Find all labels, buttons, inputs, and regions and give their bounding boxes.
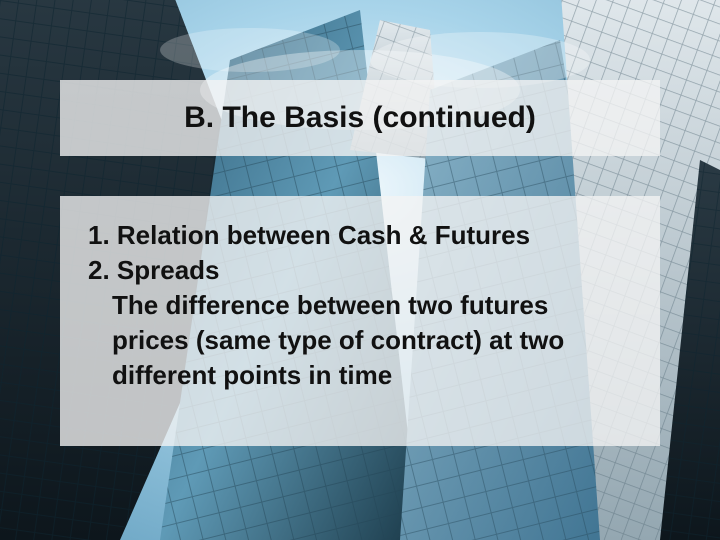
list-item-2-description: The difference between two futures price… [88, 288, 632, 393]
title-panel: B. The Basis (continued) [60, 80, 660, 156]
slide-title: B. The Basis (continued) [184, 101, 536, 135]
body-panel: 1. Relation between Cash & Futures 2. Sp… [60, 196, 660, 446]
list-item-2: 2. Spreads [88, 253, 632, 288]
body-text-block: 1. Relation between Cash & Futures 2. Sp… [88, 218, 632, 393]
slide: B. The Basis (continued) 1. Relation bet… [0, 0, 720, 540]
list-item-1: 1. Relation between Cash & Futures [88, 218, 632, 253]
